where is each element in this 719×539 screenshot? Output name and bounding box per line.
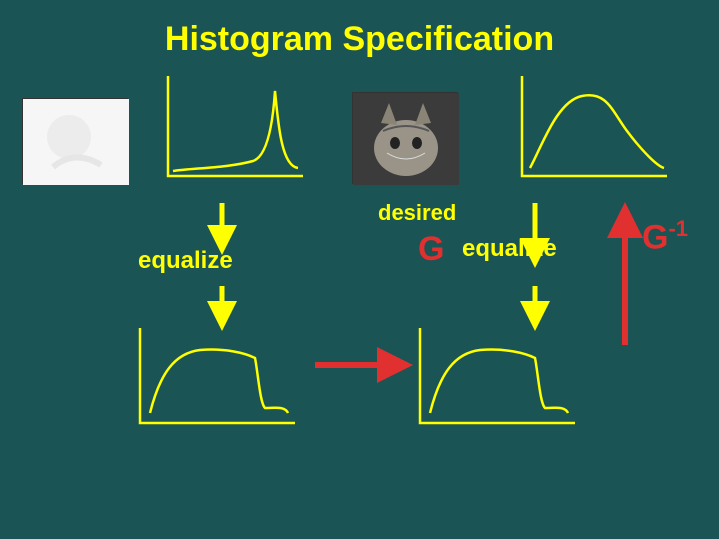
arrows-layer <box>0 0 719 539</box>
